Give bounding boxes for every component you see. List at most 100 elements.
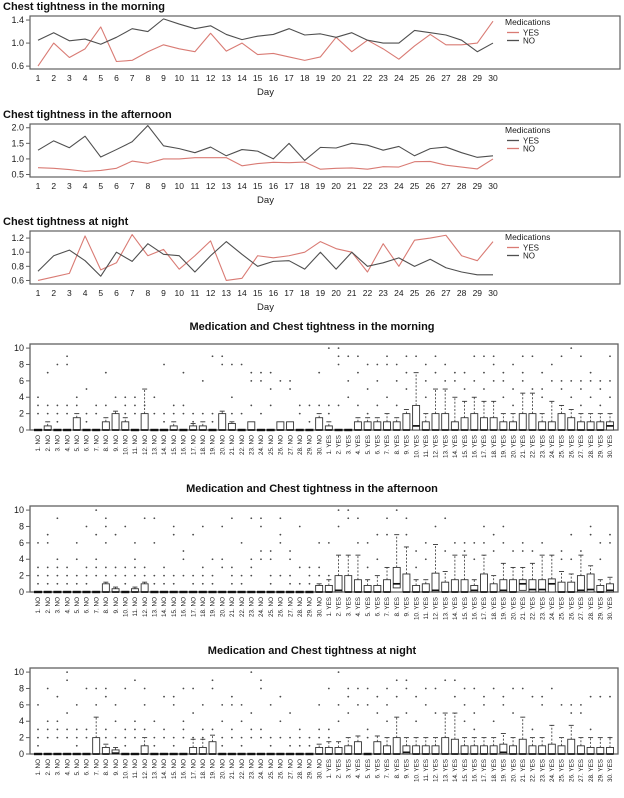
svg-text:8. NO: 8. NO — [103, 759, 110, 776]
svg-text:6: 6 — [114, 288, 119, 298]
svg-text:13. NO: 13. NO — [152, 597, 159, 617]
svg-text:25. NO: 25. NO — [268, 759, 275, 779]
svg-text:27. NO: 27. NO — [287, 597, 294, 617]
svg-text:8. YES: 8. YES — [394, 435, 401, 455]
svg-text:21: 21 — [347, 73, 357, 83]
svg-text:23: 23 — [378, 181, 388, 191]
svg-text:24: 24 — [394, 73, 404, 83]
svg-text:6. YES: 6. YES — [375, 759, 382, 779]
svg-text:17. YES: 17. YES — [481, 435, 488, 458]
svg-text:17: 17 — [284, 181, 294, 191]
svg-text:8. NO: 8. NO — [103, 435, 110, 452]
svg-text:16. YES: 16. YES — [471, 597, 478, 620]
svg-text:4: 4 — [19, 554, 24, 564]
svg-text:3. NO: 3. NO — [55, 435, 62, 452]
svg-text:2. YES: 2. YES — [336, 435, 343, 455]
svg-text:8: 8 — [19, 521, 24, 531]
svg-text:1. NO: 1. NO — [35, 597, 42, 614]
svg-text:8: 8 — [19, 359, 24, 369]
svg-text:23. YES: 23. YES — [539, 435, 546, 458]
svg-text:28. YES: 28. YES — [588, 435, 595, 458]
svg-text:16: 16 — [269, 288, 279, 298]
svg-text:10. NO: 10. NO — [122, 597, 129, 617]
svg-text:18. YES: 18. YES — [491, 759, 498, 782]
svg-text:10: 10 — [174, 181, 184, 191]
svg-text:22. NO: 22. NO — [239, 435, 246, 455]
svg-text:6: 6 — [114, 181, 119, 191]
svg-text:29. YES: 29. YES — [598, 759, 605, 782]
svg-text:14. NO: 14. NO — [161, 597, 168, 617]
svg-text:25: 25 — [410, 288, 420, 298]
svg-text:18. NO: 18. NO — [200, 435, 207, 455]
svg-text:9. NO: 9. NO — [113, 435, 120, 452]
svg-text:7: 7 — [130, 288, 135, 298]
svg-text:13: 13 — [222, 181, 232, 191]
svg-text:NO: NO — [523, 252, 535, 261]
svg-text:30: 30 — [488, 73, 498, 83]
svg-text:29. NO: 29. NO — [307, 435, 314, 455]
svg-text:9. YES: 9. YES — [404, 759, 411, 779]
svg-text:17. YES: 17. YES — [481, 759, 488, 782]
chart-night-box: Medication and Chest tightness at night … — [0, 644, 624, 798]
svg-text:21. NO: 21. NO — [229, 597, 236, 617]
svg-text:23. NO: 23. NO — [248, 597, 255, 617]
svg-text:19: 19 — [316, 288, 326, 298]
svg-text:1: 1 — [36, 73, 41, 83]
svg-text:17. NO: 17. NO — [190, 759, 197, 779]
svg-text:NO: NO — [523, 145, 535, 154]
svg-text:26. YES: 26. YES — [568, 435, 575, 458]
svg-text:26. YES: 26. YES — [568, 759, 575, 782]
svg-text:6: 6 — [19, 538, 24, 548]
svg-text:27: 27 — [441, 181, 451, 191]
svg-text:8: 8 — [19, 683, 24, 693]
svg-text:7. YES: 7. YES — [384, 435, 391, 455]
svg-text:YES: YES — [523, 244, 539, 253]
svg-text:5: 5 — [98, 73, 103, 83]
svg-text:4. NO: 4. NO — [64, 597, 71, 614]
svg-text:26. YES: 26. YES — [568, 597, 575, 620]
svg-text:1. YES: 1. YES — [326, 435, 333, 455]
svg-text:18. NO: 18. NO — [200, 759, 207, 779]
svg-text:16. YES: 16. YES — [471, 759, 478, 782]
svg-text:6: 6 — [19, 700, 24, 710]
svg-text:0.6: 0.6 — [11, 61, 24, 71]
svg-text:11. YES: 11. YES — [423, 597, 430, 620]
svg-text:1: 1 — [36, 288, 41, 298]
svg-text:4: 4 — [19, 716, 24, 726]
svg-text:9: 9 — [161, 73, 166, 83]
svg-text:10: 10 — [174, 73, 184, 83]
svg-text:20: 20 — [331, 73, 341, 83]
svg-text:6. YES: 6. YES — [375, 435, 382, 455]
svg-text:29: 29 — [473, 288, 483, 298]
svg-text:2. NO: 2. NO — [45, 759, 52, 776]
svg-text:23. NO: 23. NO — [248, 759, 255, 779]
svg-text:10: 10 — [174, 288, 184, 298]
svg-text:14. NO: 14. NO — [161, 435, 168, 455]
svg-text:4: 4 — [83, 288, 88, 298]
svg-text:10: 10 — [14, 667, 24, 677]
chart-night-line-title: Chest tightness at night — [3, 216, 129, 228]
chart-afternoon-line: Chest tightness in the afternoon 0.5 1.0 1… — [0, 108, 624, 213]
svg-text:30: 30 — [488, 181, 498, 191]
svg-text:4: 4 — [19, 392, 24, 402]
svg-text:10. NO: 10. NO — [122, 759, 129, 779]
svg-text:2: 2 — [51, 73, 56, 83]
svg-text:Day: Day — [257, 87, 274, 98]
svg-text:25: 25 — [410, 181, 420, 191]
svg-text:20. NO: 20. NO — [219, 435, 226, 455]
svg-text:24: 24 — [394, 288, 404, 298]
svg-text:24. NO: 24. NO — [258, 435, 265, 455]
svg-text:7. NO: 7. NO — [93, 597, 100, 614]
svg-text:23. NO: 23. NO — [248, 435, 255, 455]
svg-text:4. YES: 4. YES — [355, 759, 362, 779]
svg-text:24. YES: 24. YES — [549, 597, 556, 620]
svg-text:9. NO: 9. NO — [113, 759, 120, 776]
svg-text:22: 22 — [363, 288, 373, 298]
svg-text:0.8: 0.8 — [11, 261, 24, 271]
svg-text:16. NO: 16. NO — [181, 759, 188, 779]
svg-text:17: 17 — [284, 288, 294, 298]
svg-text:28. NO: 28. NO — [297, 597, 304, 617]
svg-text:9: 9 — [161, 181, 166, 191]
svg-text:8. YES: 8. YES — [394, 597, 401, 617]
svg-text:2: 2 — [51, 181, 56, 191]
